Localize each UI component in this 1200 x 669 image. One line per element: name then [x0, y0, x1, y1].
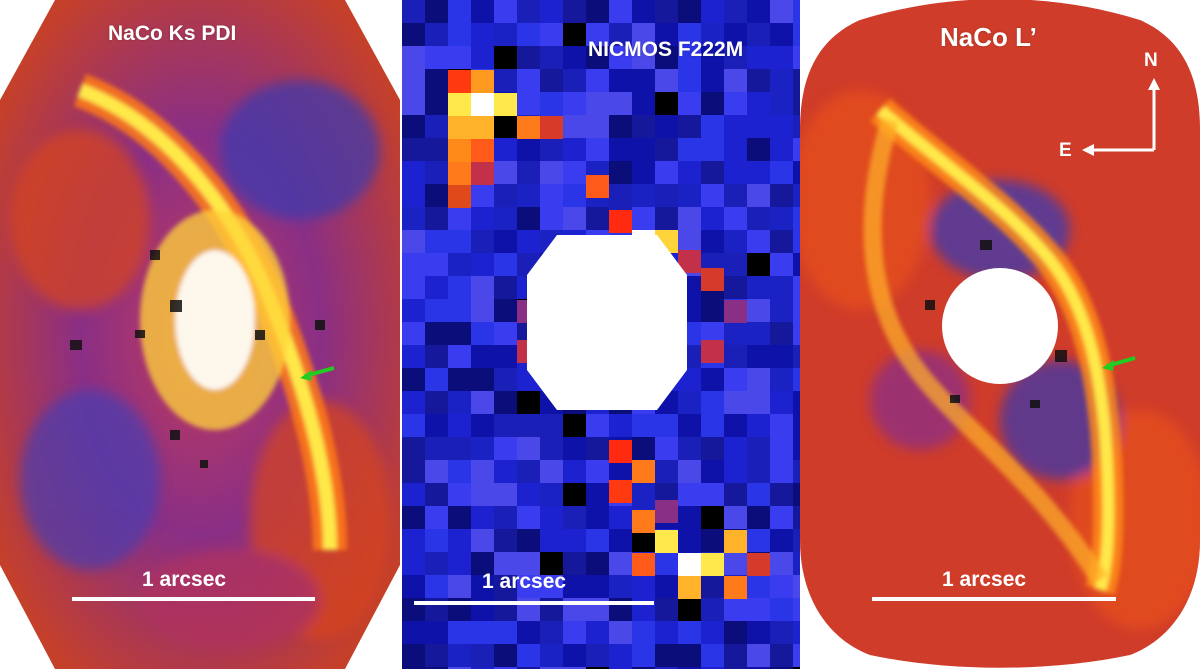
naco-lprime-panel: NaCo L’ N E 1 arcsec — [800, 0, 1200, 669]
nicmos-f222m-image — [402, 0, 800, 669]
coronagraph-mask — [527, 235, 687, 410]
naco-ks-pdi-panel: NaCo Ks PDI 1 arcsec — [0, 0, 400, 669]
panel-title: NaCo L’ — [940, 22, 1037, 52]
compass-arrows — [1082, 78, 1160, 156]
scale-bar — [414, 601, 654, 605]
panel-title: NaCo Ks PDI — [108, 22, 237, 45]
nicmos-f222m-panel: NICMOS F222M 1 arcsec — [402, 0, 800, 669]
coronagraph-mask — [942, 268, 1058, 384]
naco-ks-pdi-image — [0, 0, 400, 669]
scale-bar-label: 1 arcsec — [482, 570, 567, 593]
scale-bar-label: 1 arcsec — [142, 568, 227, 591]
compass-north-label: N — [1144, 50, 1158, 71]
scale-bar — [72, 597, 315, 601]
scale-bar — [872, 597, 1116, 601]
scale-bar-label: 1 arcsec — [942, 568, 1027, 591]
panel-title: NICMOS F222M — [588, 38, 744, 61]
compass-east-label: E — [1059, 140, 1072, 161]
naco-lprime-image — [800, 0, 1200, 668]
